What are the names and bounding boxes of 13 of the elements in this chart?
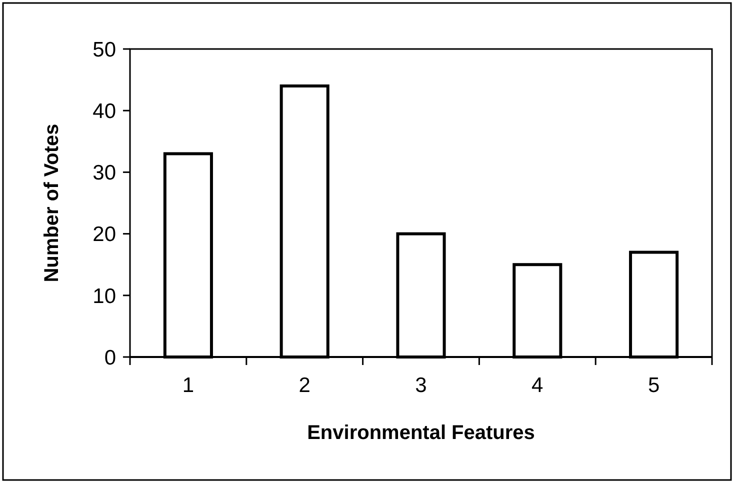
y-tick-label: 20 <box>92 223 116 246</box>
y-tick-label: 40 <box>92 100 116 123</box>
y-axis-title: Number of Votes <box>41 124 63 282</box>
y-tick-label: 0 <box>104 346 116 370</box>
x-tick-label: 5 <box>648 374 660 397</box>
x-tick-label: 1 <box>182 374 194 397</box>
y-tick-label: 30 <box>92 162 116 185</box>
y-tick-label: 50 <box>92 38 116 62</box>
x-tick-label: 4 <box>532 374 544 397</box>
x-tick-label: 3 <box>415 374 427 397</box>
y-tick-label: 10 <box>92 284 116 308</box>
x-tick-label: 2 <box>298 374 310 397</box>
x-axis-title: Environmental Features <box>307 422 535 444</box>
